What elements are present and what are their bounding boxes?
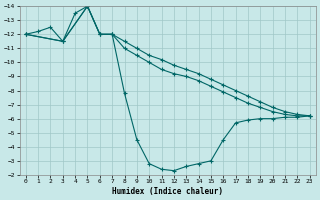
X-axis label: Humidex (Indice chaleur): Humidex (Indice chaleur)	[112, 187, 223, 196]
